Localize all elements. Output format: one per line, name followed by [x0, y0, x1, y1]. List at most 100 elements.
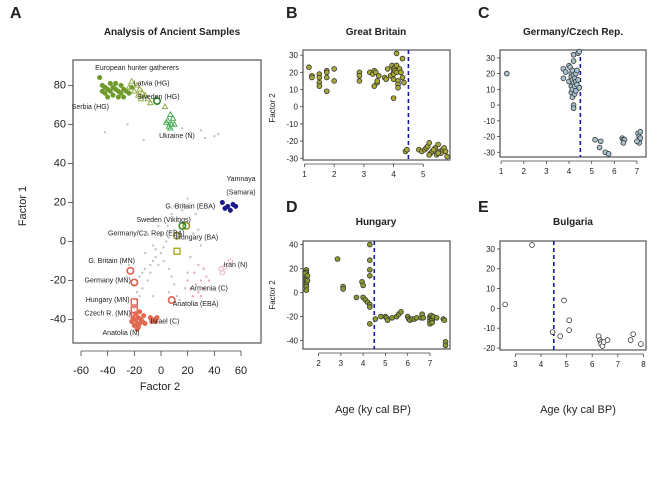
y-tick-label: 40: [289, 241, 298, 250]
data-point: [197, 263, 200, 267]
data-point: [128, 77, 136, 84]
data-point: [441, 317, 448, 324]
data-point: [162, 259, 165, 263]
y-tick-label: -10: [286, 120, 298, 129]
series-hungary-ba: [173, 247, 181, 255]
data-point: [186, 197, 189, 200]
data-point: [435, 150, 441, 156]
x-tick-label: 1: [302, 170, 307, 179]
chart-title: Great Britain: [346, 27, 407, 38]
data-point: [398, 69, 404, 76]
x-tick-label: 2: [316, 359, 321, 368]
data-point: [303, 287, 310, 294]
data-point: [135, 291, 139, 294]
data-point: [154, 255, 157, 259]
data-point: [384, 317, 391, 324]
data-point: [151, 294, 155, 298]
data-point: [444, 153, 450, 160]
annotation-label: Anatolia (EBA): [173, 301, 219, 308]
data-point: [383, 76, 389, 83]
y-tick-label: -20: [483, 344, 495, 353]
data-point: [316, 83, 323, 89]
data-point: [404, 146, 410, 153]
data-point: [142, 320, 148, 327]
data-point: [205, 275, 208, 278]
data-point: [107, 88, 113, 94]
data-point: [627, 337, 634, 343]
data-point: [146, 232, 149, 235]
y-axis-label: Factor 2: [268, 280, 277, 310]
data-point: [620, 140, 627, 146]
data-point: [149, 263, 152, 267]
y-tick-label: 10: [289, 86, 298, 95]
annotation-label: Sweden (HG): [137, 94, 179, 101]
data-point: [118, 90, 124, 96]
data-point: [442, 342, 449, 349]
data-point: [566, 317, 572, 324]
data-point: [138, 89, 146, 96]
data-point: [153, 318, 159, 325]
data-point: [576, 48, 583, 55]
y-tick-label: -20: [286, 137, 298, 146]
data-point: [334, 256, 341, 262]
x-axis-label: Factor 2: [140, 381, 180, 393]
data-point: [309, 74, 315, 81]
data-point: [217, 132, 220, 136]
data-point: [166, 110, 174, 117]
data-point: [157, 263, 160, 267]
data-point: [194, 212, 197, 216]
data-point: [142, 138, 145, 142]
y-axis-label: Factor 1: [17, 186, 29, 226]
data-point: [162, 246, 165, 249]
data-point: [401, 79, 407, 86]
series-germany-czech-rep-samples: [503, 48, 644, 157]
data-point: [353, 294, 360, 301]
data-point: [304, 272, 311, 279]
x-tick-label: 1: [499, 167, 504, 176]
data-point: [426, 140, 433, 146]
data-point: [129, 318, 135, 325]
data-point: [227, 258, 233, 264]
series-armenia-c: [186, 263, 211, 298]
data-point: [183, 205, 187, 208]
x-tick-label: 7: [428, 359, 433, 368]
data-point: [371, 83, 378, 89]
data-point: [138, 294, 141, 298]
chart-title: Bulgaria: [553, 217, 593, 228]
data-point: [134, 91, 142, 98]
data-point: [138, 275, 141, 278]
data-point: [592, 136, 598, 143]
x-tick-label: 3: [362, 170, 367, 179]
data-point: [549, 329, 556, 335]
data-point: [173, 228, 176, 231]
data-point: [227, 207, 233, 213]
data-point: [213, 134, 216, 138]
x-tick-label: -20: [126, 365, 142, 377]
data-point: [141, 313, 147, 319]
x-tick-label: -40: [100, 365, 116, 377]
data-point: [126, 90, 132, 96]
data-point: [169, 114, 177, 121]
x-tick-label: 7: [616, 360, 621, 369]
data-point: [557, 333, 563, 339]
x-tick-label: 4: [391, 170, 396, 179]
data-point: [570, 58, 577, 64]
y-tick-label: 20: [54, 196, 66, 208]
y-tick-label: 30: [486, 245, 495, 254]
data-point: [136, 85, 144, 92]
data-point: [125, 275, 128, 278]
panel-letter: C: [478, 5, 490, 22]
data-point: [103, 131, 107, 134]
y-tick-label: -10: [483, 324, 495, 333]
data-point: [384, 66, 391, 72]
data-point: [153, 96, 162, 105]
x-tick-label: 2: [332, 170, 337, 179]
y-tick-label: 30: [486, 54, 495, 63]
data-point: [331, 78, 337, 84]
data-point: [576, 84, 583, 91]
annotation-label: Hungary (MN): [86, 297, 130, 304]
annotation-label: (Samara): [226, 190, 255, 197]
data-point: [398, 308, 404, 315]
data-point: [191, 294, 195, 298]
series-sweden-hg: [153, 96, 162, 105]
